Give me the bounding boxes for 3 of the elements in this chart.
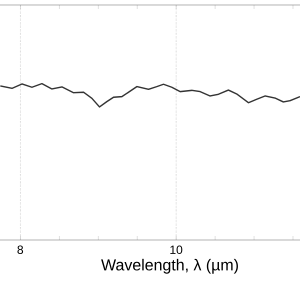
- x-tick-label: 10: [170, 246, 182, 254]
- x-tick-label: 8: [17, 246, 24, 254]
- x-axis-title: Wavelength, λ (µm): [101, 258, 238, 274]
